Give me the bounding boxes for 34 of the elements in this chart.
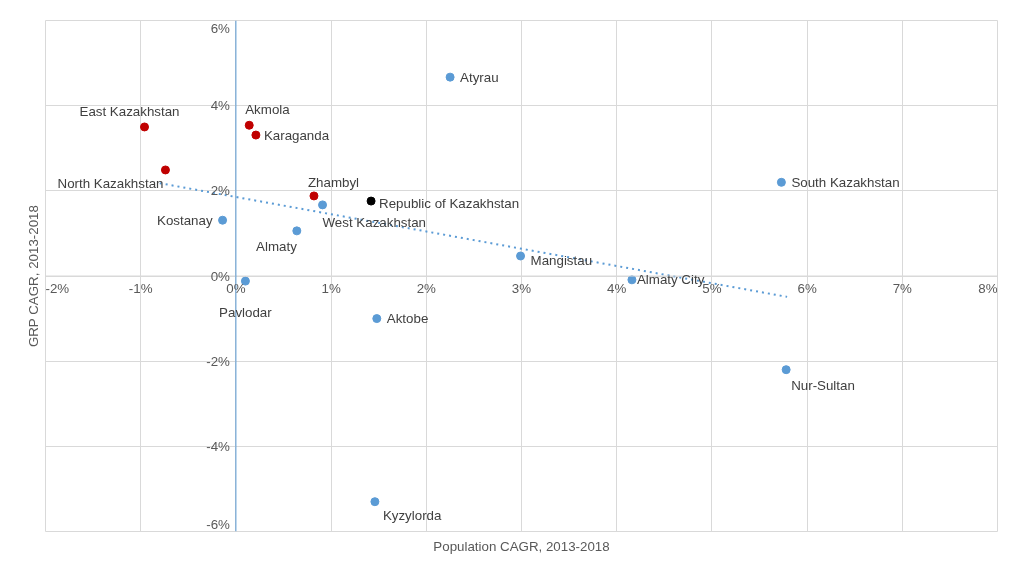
- x-tick-label: -2%: [45, 281, 70, 296]
- y-tick-label: 0%: [210, 268, 231, 284]
- annotation: Almaty City: [636, 272, 705, 288]
- annotation: Kostanay: [157, 212, 213, 228]
- x-tick-label: 2%: [416, 281, 437, 296]
- annotation: Karaganda: [263, 127, 330, 143]
- annotation: Aktobe: [386, 311, 429, 327]
- x-axis-title: Population CAGR, 2013-2018: [433, 538, 610, 554]
- y-tick-label: -2%: [206, 353, 231, 369]
- y-tick-label: -4%: [206, 438, 231, 454]
- annotation: Kyzylorda: [382, 507, 442, 523]
- annotation: Atyrau: [460, 69, 499, 85]
- y-tick-label: 4%: [210, 98, 231, 114]
- x-tick-label: 5%: [702, 281, 722, 296]
- x-tick-label: 3%: [511, 281, 532, 296]
- annotation: North Kazakhstan: [57, 175, 164, 191]
- x-tick-label: 6%: [797, 281, 817, 296]
- x-tick-label: -1%: [128, 281, 153, 296]
- y-tick-label: -6%: [206, 516, 231, 532]
- y-tick-label: 6%: [210, 20, 231, 36]
- annotation: Republic of Kazakhstan: [379, 195, 520, 211]
- x-tick-label: 1%: [321, 281, 341, 296]
- annotation: East Kazakhstan: [79, 103, 180, 119]
- annotation: Almaty: [256, 238, 298, 254]
- x-tick-label: 7%: [892, 281, 913, 296]
- annotation: South Kazakhstan: [791, 174, 900, 190]
- annotation: Zhambyl: [307, 174, 360, 190]
- y-axis-title: GRP CAGR, 2013-2018: [25, 205, 41, 348]
- annotation: Nur-Sultan: [791, 377, 855, 393]
- x-tick-label: 8%: [978, 281, 998, 296]
- annotation: Akmola: [245, 102, 291, 118]
- y-tick-label: 2%: [210, 183, 231, 199]
- annotation: Mangistau: [530, 253, 593, 269]
- x-tick-label: 4%: [607, 281, 627, 296]
